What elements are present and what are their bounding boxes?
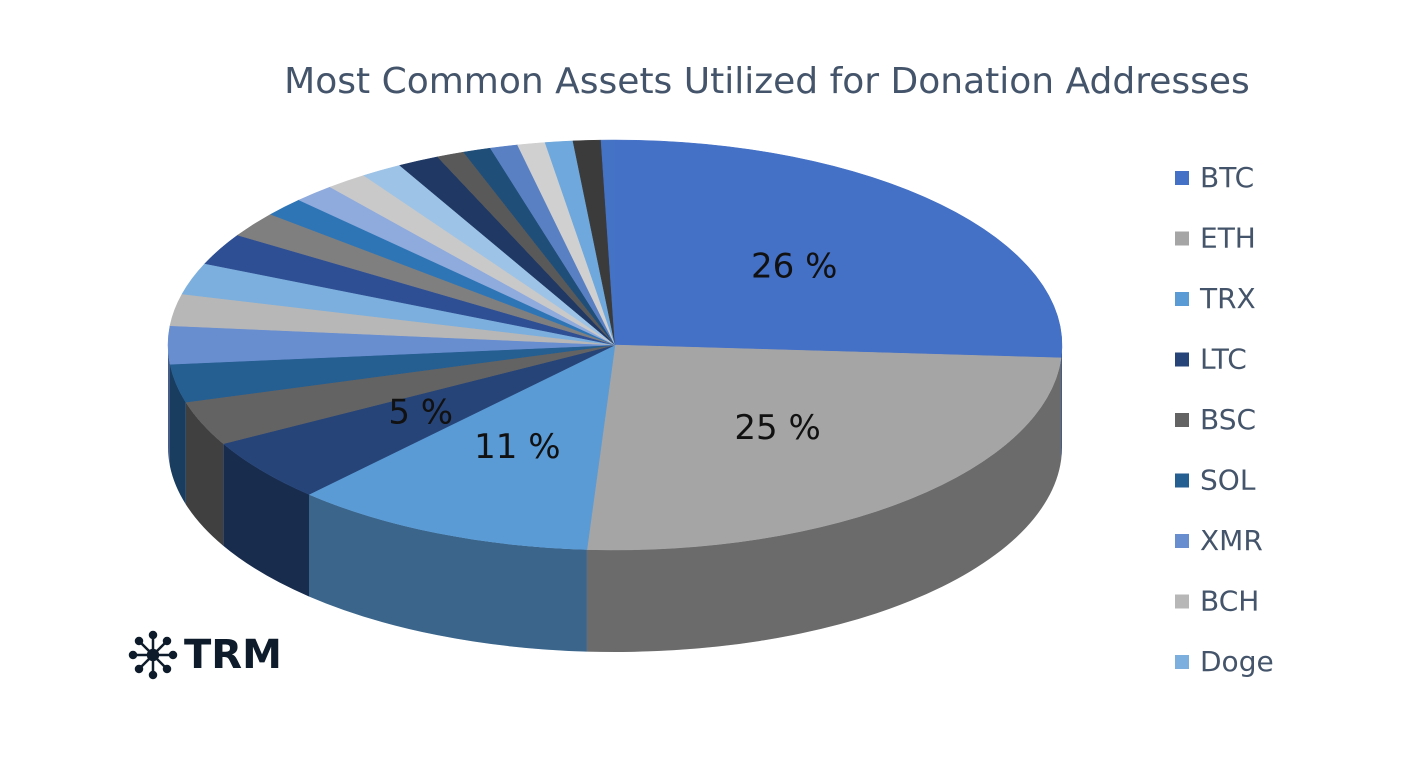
legend-label: BSC xyxy=(1200,403,1256,436)
slice-shade xyxy=(309,494,587,652)
legend-label: XMR xyxy=(1200,524,1263,557)
legend-swatch xyxy=(1175,655,1189,669)
slice-side xyxy=(1061,345,1062,460)
slice-walls xyxy=(168,345,1062,652)
slice-side xyxy=(586,357,1062,652)
legend-label: TRX xyxy=(1199,282,1256,315)
slice-side xyxy=(309,494,587,652)
legend-label: BTC xyxy=(1200,161,1254,194)
slice-shade xyxy=(223,443,310,597)
slice-shade xyxy=(169,364,186,505)
legend-swatch xyxy=(1175,352,1189,367)
logo-text: TRM xyxy=(184,632,282,678)
legend-swatch xyxy=(1175,292,1189,306)
slice-shade xyxy=(1061,345,1062,460)
data-label: 11 % xyxy=(474,427,560,467)
legend-swatch xyxy=(1175,231,1189,246)
legend-label: Doge xyxy=(1200,645,1274,678)
slice-shade xyxy=(586,357,1062,652)
slice-side xyxy=(185,402,224,546)
slice-side xyxy=(169,364,186,505)
slice-side xyxy=(168,345,170,467)
slice-side xyxy=(223,443,310,597)
slice xyxy=(308,344,616,550)
chart-title: Most Common Assets Utilized for Donation… xyxy=(284,61,1250,102)
slice-shade xyxy=(168,345,170,467)
legend-swatch xyxy=(1175,594,1189,609)
legend-label: ETH xyxy=(1200,222,1256,255)
legend-swatch xyxy=(1175,171,1189,185)
legend-label: BCH xyxy=(1200,585,1259,618)
slice xyxy=(600,139,616,346)
slice xyxy=(586,344,1062,551)
legend-swatch xyxy=(1175,534,1189,548)
logo: TRM xyxy=(128,630,282,680)
legend-label: LTC xyxy=(1200,343,1247,376)
data-label: 5 % xyxy=(388,393,453,433)
legend-swatch xyxy=(1175,413,1189,427)
data-label: 25 % xyxy=(734,408,820,448)
slice xyxy=(614,139,1063,359)
slice-shade xyxy=(185,402,224,546)
legend-label: SOL xyxy=(1200,464,1256,497)
legend-swatch xyxy=(1175,473,1189,488)
data-label: 26 % xyxy=(751,246,837,286)
